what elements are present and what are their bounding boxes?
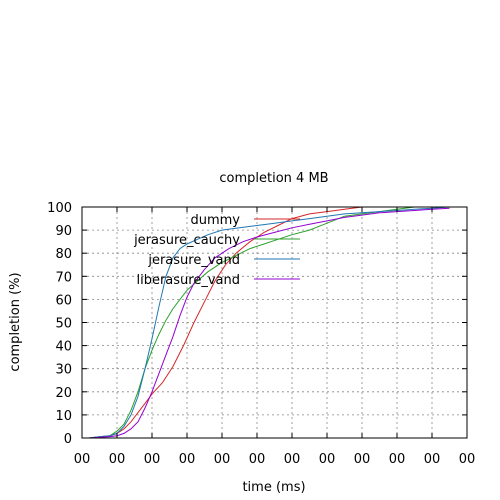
x-tick-label: 00 (424, 452, 441, 467)
legend: dummy jerasure_cauchy jerasure_vandliberas… (133, 213, 300, 288)
x-tick-label: 00 (249, 452, 266, 467)
y-axis: 0 10 20 30 40 50 60 70 80 90 100 (47, 201, 467, 447)
x-tick-label: 00 (319, 452, 336, 467)
legend-label: dummy (190, 213, 240, 228)
x-tick-label: 00 (284, 452, 301, 467)
x-tick-label: 00 (109, 452, 126, 467)
y-tick-label: 80 (55, 247, 72, 262)
legend-label: jerasure_cauchy (133, 233, 240, 248)
x-tick-label: 00 (144, 452, 161, 467)
y-tick-label: 90 (55, 224, 72, 239)
chart-title: completion 4 MB (219, 171, 328, 186)
y-tick-label: 30 (55, 363, 72, 378)
y-tick-label: 10 (55, 409, 72, 424)
y-tick-label: 20 (55, 386, 72, 401)
y-tick-label: 40 (55, 340, 72, 355)
x-tick-label: 00 (74, 452, 91, 467)
series-group (88, 206, 450, 439)
legend-label: liberasure_vand (136, 273, 240, 288)
x-axis: 00 00 00 00 00 00 00 00 00 00 00 00 (74, 207, 476, 467)
y-tick-label: 100 (47, 201, 72, 216)
y-tick-label: 0 (64, 432, 72, 447)
x-tick-label: 00 (389, 452, 406, 467)
grid (82, 207, 467, 438)
x-tick-label: 00 (354, 452, 371, 467)
x-axis-label: time (ms) (242, 480, 305, 495)
y-tick-label: 50 (55, 317, 72, 332)
series-line-liberasure-vand (88, 207, 450, 439)
y-axis-label: completion (%) (8, 272, 23, 371)
x-tick-label: 00 (179, 452, 196, 467)
series-line-jerasure-cauchy (88, 206, 415, 439)
series-line-jerasure-vand (88, 206, 450, 439)
y-tick-label: 60 (55, 293, 72, 308)
y-tick-label: 70 (55, 270, 72, 285)
legend-label: jerasure_vand (147, 253, 240, 268)
x-tick-label: 00 (459, 452, 476, 467)
x-tick-label: 00 (214, 452, 231, 467)
